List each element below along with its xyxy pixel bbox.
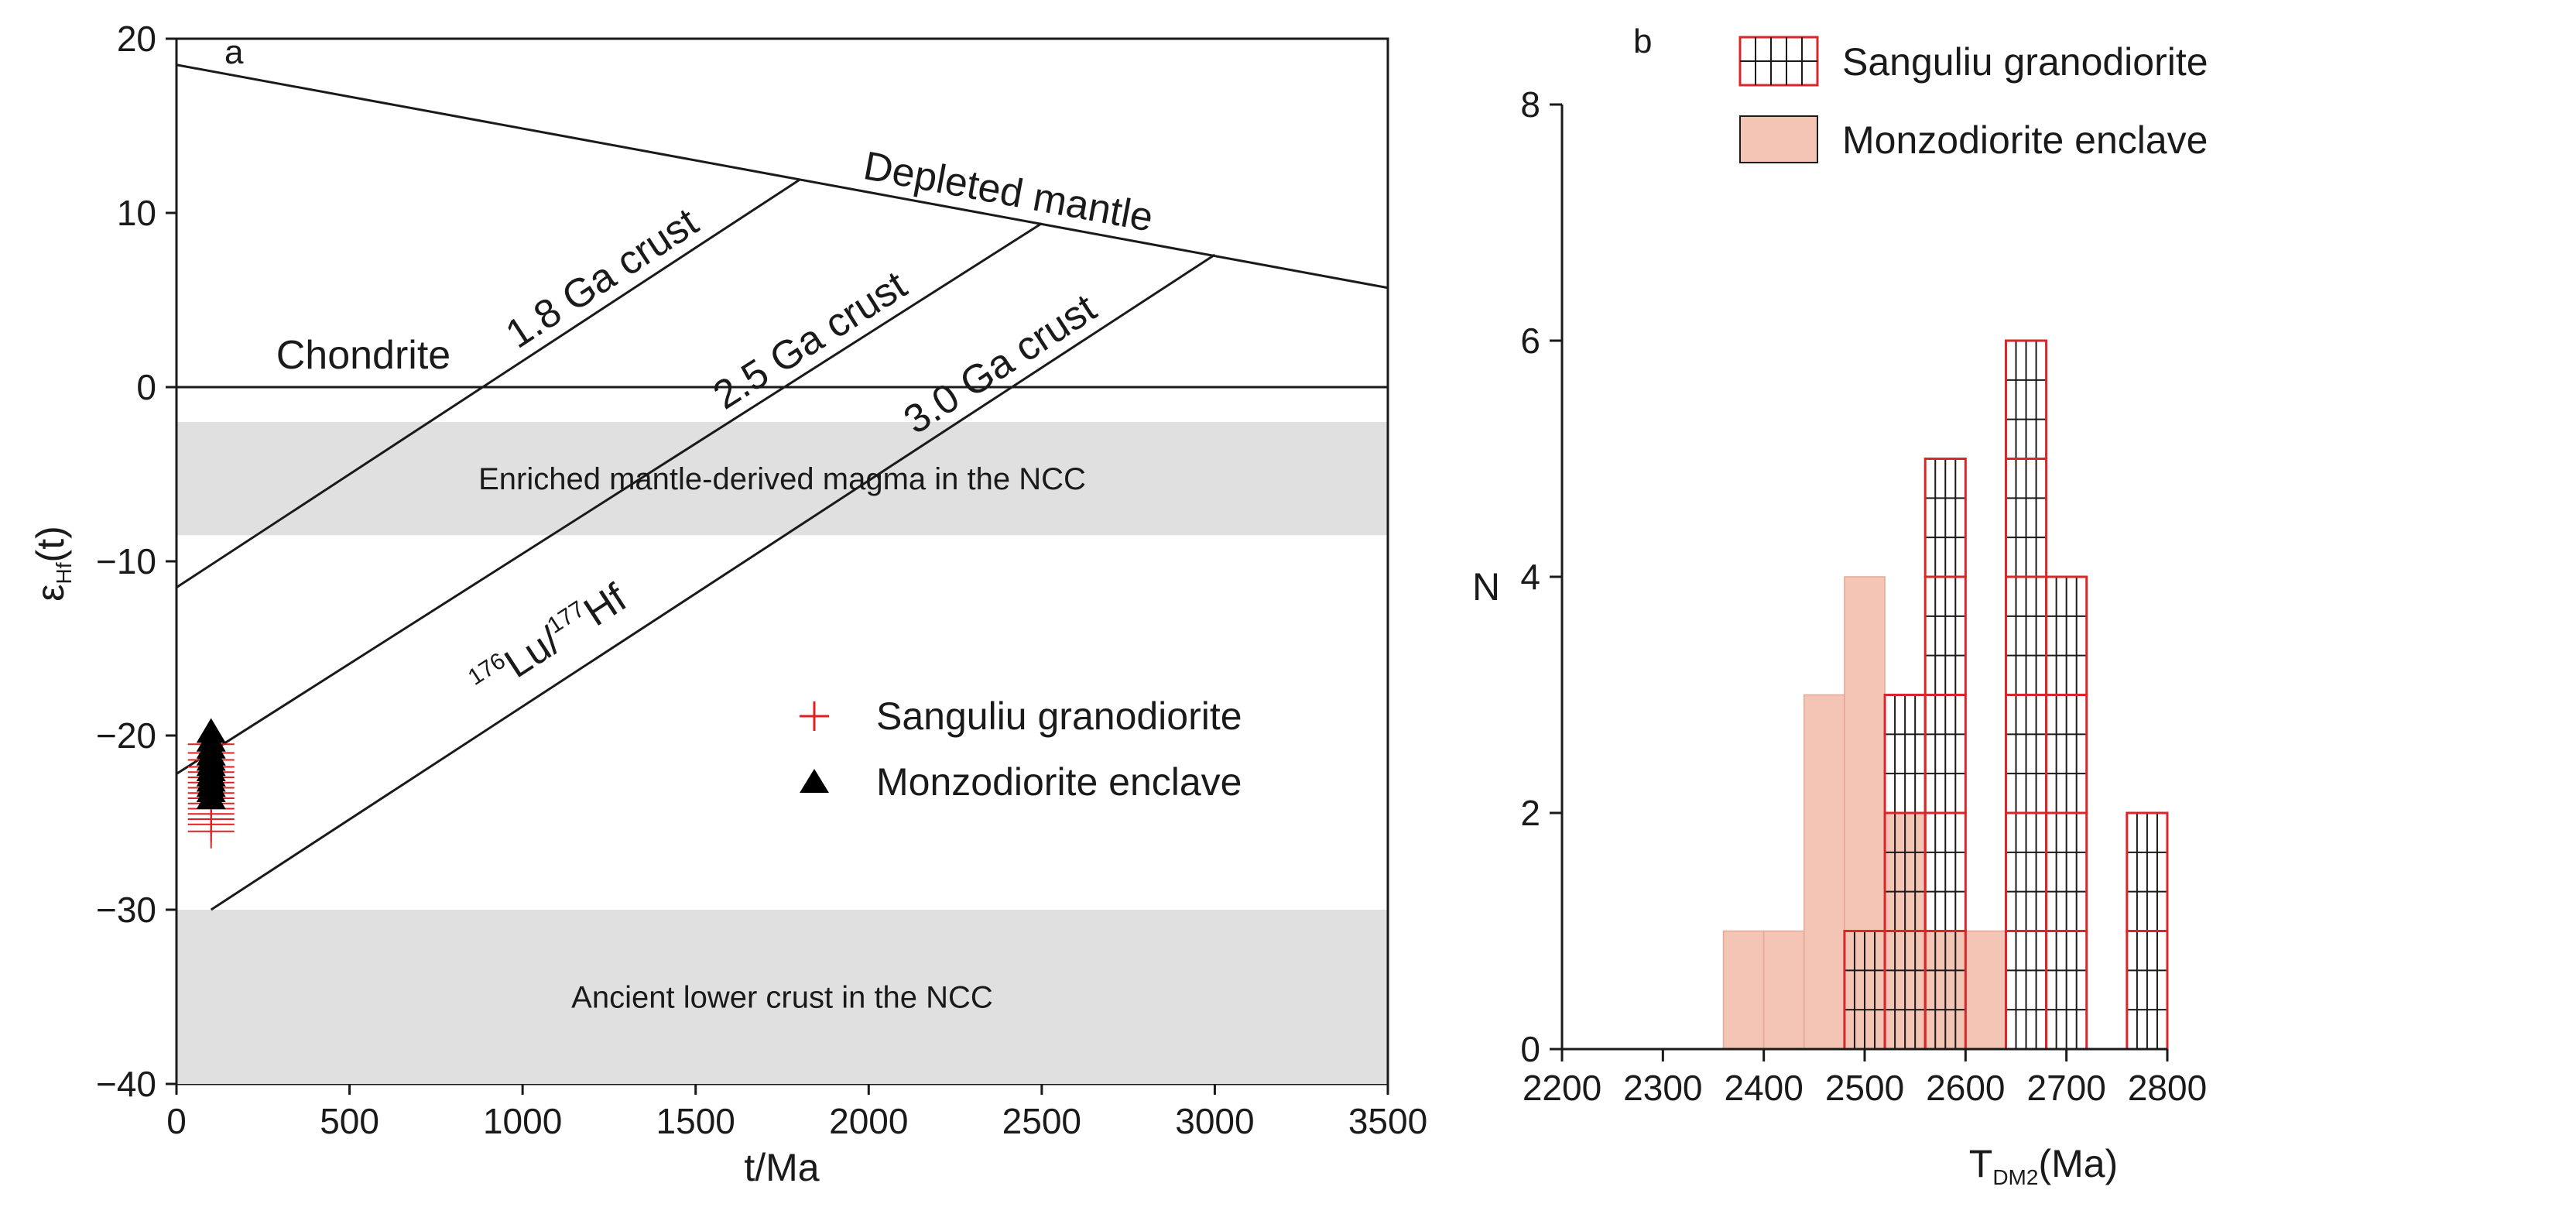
panel-a-points	[187, 718, 235, 849]
legend-triangle-marker	[800, 769, 829, 793]
x-tick-label: 3500	[1348, 1101, 1427, 1141]
panel-a-y-axis-title: εHf(t)	[29, 526, 76, 602]
panel-a-legend: Sanguliu granodiorite Monzodiorite encla…	[800, 694, 1242, 804]
b-x-tick-label: 2400	[1724, 1068, 1803, 1108]
panel-b-bars	[1722, 339, 2169, 1051]
panel-a-bands	[177, 422, 1387, 1084]
x-tick-label: 500	[320, 1101, 379, 1141]
lu-hf-hf: Hf	[576, 575, 635, 635]
y-tick-label: −30	[96, 890, 156, 930]
legend-enclave-swatch	[1739, 115, 1818, 163]
panel-a-label: a	[224, 33, 244, 71]
y-title-tail: (t)	[29, 526, 72, 562]
x-tick-label: 1000	[483, 1101, 562, 1141]
y-tick-label: 0	[136, 367, 156, 407]
enriched-mantle-band-label: Enriched mantle-derived magma in the NCC	[478, 462, 1086, 496]
y-title-epsilon: ε	[29, 584, 72, 601]
b-y-tick-label: 6	[1520, 321, 1540, 361]
panel-b-legend: Sanguliu granodiorite Monzodiorite encla…	[1738, 36, 2208, 163]
panel-a-x-axis-title: t/Ma	[744, 1146, 819, 1189]
b-y-tick-label: 8	[1520, 84, 1540, 125]
b-y-tick-label: 2	[1520, 793, 1540, 833]
panel-b: 2200 2300 2400 2500 2600 2700 2800 0 2 4 6 8 b Sang…	[1472, 22, 2208, 1189]
granodiorite-point	[187, 814, 235, 849]
enclave-bar	[1804, 694, 1845, 1050]
enclave-bar	[1965, 930, 2007, 1050]
panel-b-axes: 2200 2300 2400 2500 2600 2700 2800 0 2 4 6 8	[1520, 84, 2207, 1108]
x-title-subscript: DM2	[1992, 1165, 2038, 1189]
panel-a-ticks: 0 500 1000 1500 2000 2500 3000 3500 20 10 0 −10 −20 −…	[96, 19, 1427, 1141]
reference-line-3	[176, 222, 1043, 775]
bar-unit	[2004, 339, 2048, 460]
chondrite-label: Chondrite	[276, 333, 450, 378]
panel-b-x-axis-title: TDM2(Ma)	[1969, 1142, 2118, 1189]
bar-unit	[2045, 575, 2088, 696]
bar-unit	[2126, 811, 2169, 932]
y-tick-label: −20	[96, 715, 156, 756]
legend-b-enclave: Monzodiorite enclave	[1842, 118, 2208, 162]
crust-3-0-label: 3.0 Ga crust	[896, 286, 1105, 444]
granodiorite-bar	[1923, 458, 1967, 1051]
x-tick-label: 2500	[1002, 1101, 1081, 1141]
band-0	[177, 422, 1387, 536]
panel-b-y-axis-title: N	[1472, 565, 1500, 609]
x-title-t: T	[1969, 1142, 1993, 1185]
legend-a-enclave: Monzodiorite enclave	[876, 760, 1242, 804]
panel-a-reference-lines	[176, 63, 1389, 911]
b-y-tick-label: 0	[1520, 1029, 1540, 1069]
y-tick-label: −40	[96, 1064, 156, 1104]
legend-b-granodiorite: Sanguliu granodiorite	[1842, 40, 2208, 84]
x-title-tail: (Ma)	[2038, 1142, 2118, 1185]
reference-line-2	[176, 178, 800, 589]
enclave-point	[196, 784, 226, 809]
lower-crust-band-label: Ancient lower crust in the NCC	[571, 981, 993, 1015]
y-tick-label: −10	[96, 541, 156, 581]
legend-plus-marker	[800, 701, 829, 731]
b-x-tick-label: 2200	[1523, 1068, 1601, 1108]
b-y-tick-label: 4	[1520, 557, 1540, 597]
panel-a: 0 500 1000 1500 2000 2500 3000 3500 20 10 0 −10 −20 −…	[29, 19, 1427, 1189]
y-title-subscript: Hf	[52, 562, 76, 584]
b-x-tick-label: 2700	[2026, 1068, 2105, 1108]
legend-a-granodiorite: Sanguliu granodiorite	[876, 694, 1242, 738]
y-tick-label: 20	[117, 19, 156, 59]
granodiorite-bar	[2126, 811, 2169, 1051]
enclave-bar	[1762, 930, 1805, 1050]
legend-gridded-swatch	[1738, 36, 1819, 87]
crust-1-8-label: 1.8 Ga crust	[498, 200, 706, 358]
b-x-tick-label: 2500	[1825, 1068, 1904, 1108]
x-tick-label: 0	[166, 1101, 187, 1141]
granodiorite-bar	[2004, 339, 2048, 1051]
reference-line-0	[176, 63, 1389, 290]
depleted-mantle-label: Depleted mantle	[860, 143, 1156, 241]
b-x-tick-label: 2300	[1623, 1068, 1702, 1108]
x-tick-label: 3000	[1175, 1101, 1254, 1141]
x-tick-label: 1500	[656, 1101, 735, 1141]
b-x-tick-label: 2800	[2128, 1068, 2207, 1108]
x-tick-label: 2000	[829, 1101, 908, 1141]
crust-2-5-label: 2.5 Ga crust	[705, 262, 915, 418]
b-x-tick-label: 2600	[1926, 1068, 2005, 1108]
granodiorite-bar	[2045, 575, 2088, 1051]
y-tick-label: 10	[117, 193, 156, 233]
reference-line-4	[210, 253, 1216, 911]
enclave-bar	[1722, 930, 1765, 1050]
panel-b-label: b	[1633, 22, 1652, 60]
band-1	[177, 910, 1387, 1084]
bar-unit	[1923, 458, 1967, 578]
